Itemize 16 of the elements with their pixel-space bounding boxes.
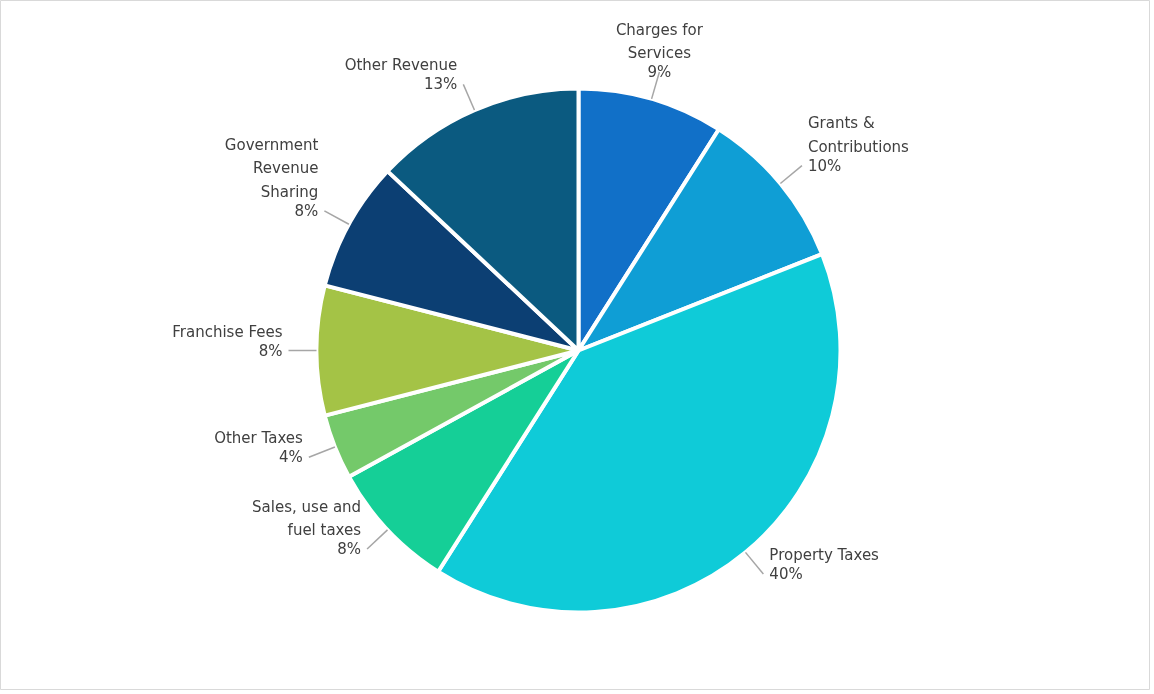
slice-label: Property Taxes (769, 545, 880, 564)
slice-label: Franchise Fees (172, 322, 283, 341)
data-label: 8% (258, 341, 283, 360)
data-label: 8% (294, 201, 319, 220)
data-label: 40% (769, 564, 803, 583)
slice-label: Other Revenue (344, 56, 458, 75)
data-label: 8% (337, 540, 362, 559)
slice-label: Government Revenue Sharing (224, 135, 319, 201)
data-label: 4% (279, 448, 303, 467)
slice-label: Sales, use and fuel taxes (252, 497, 362, 540)
slice-label: Grants & Contributions (807, 114, 910, 156)
data-label: 10% (807, 156, 842, 175)
data-label: 9% (647, 63, 672, 82)
slice-label: Other Taxes (214, 429, 304, 448)
slice-label: Charges for Services (615, 20, 704, 63)
data-label: 13% (423, 75, 458, 94)
